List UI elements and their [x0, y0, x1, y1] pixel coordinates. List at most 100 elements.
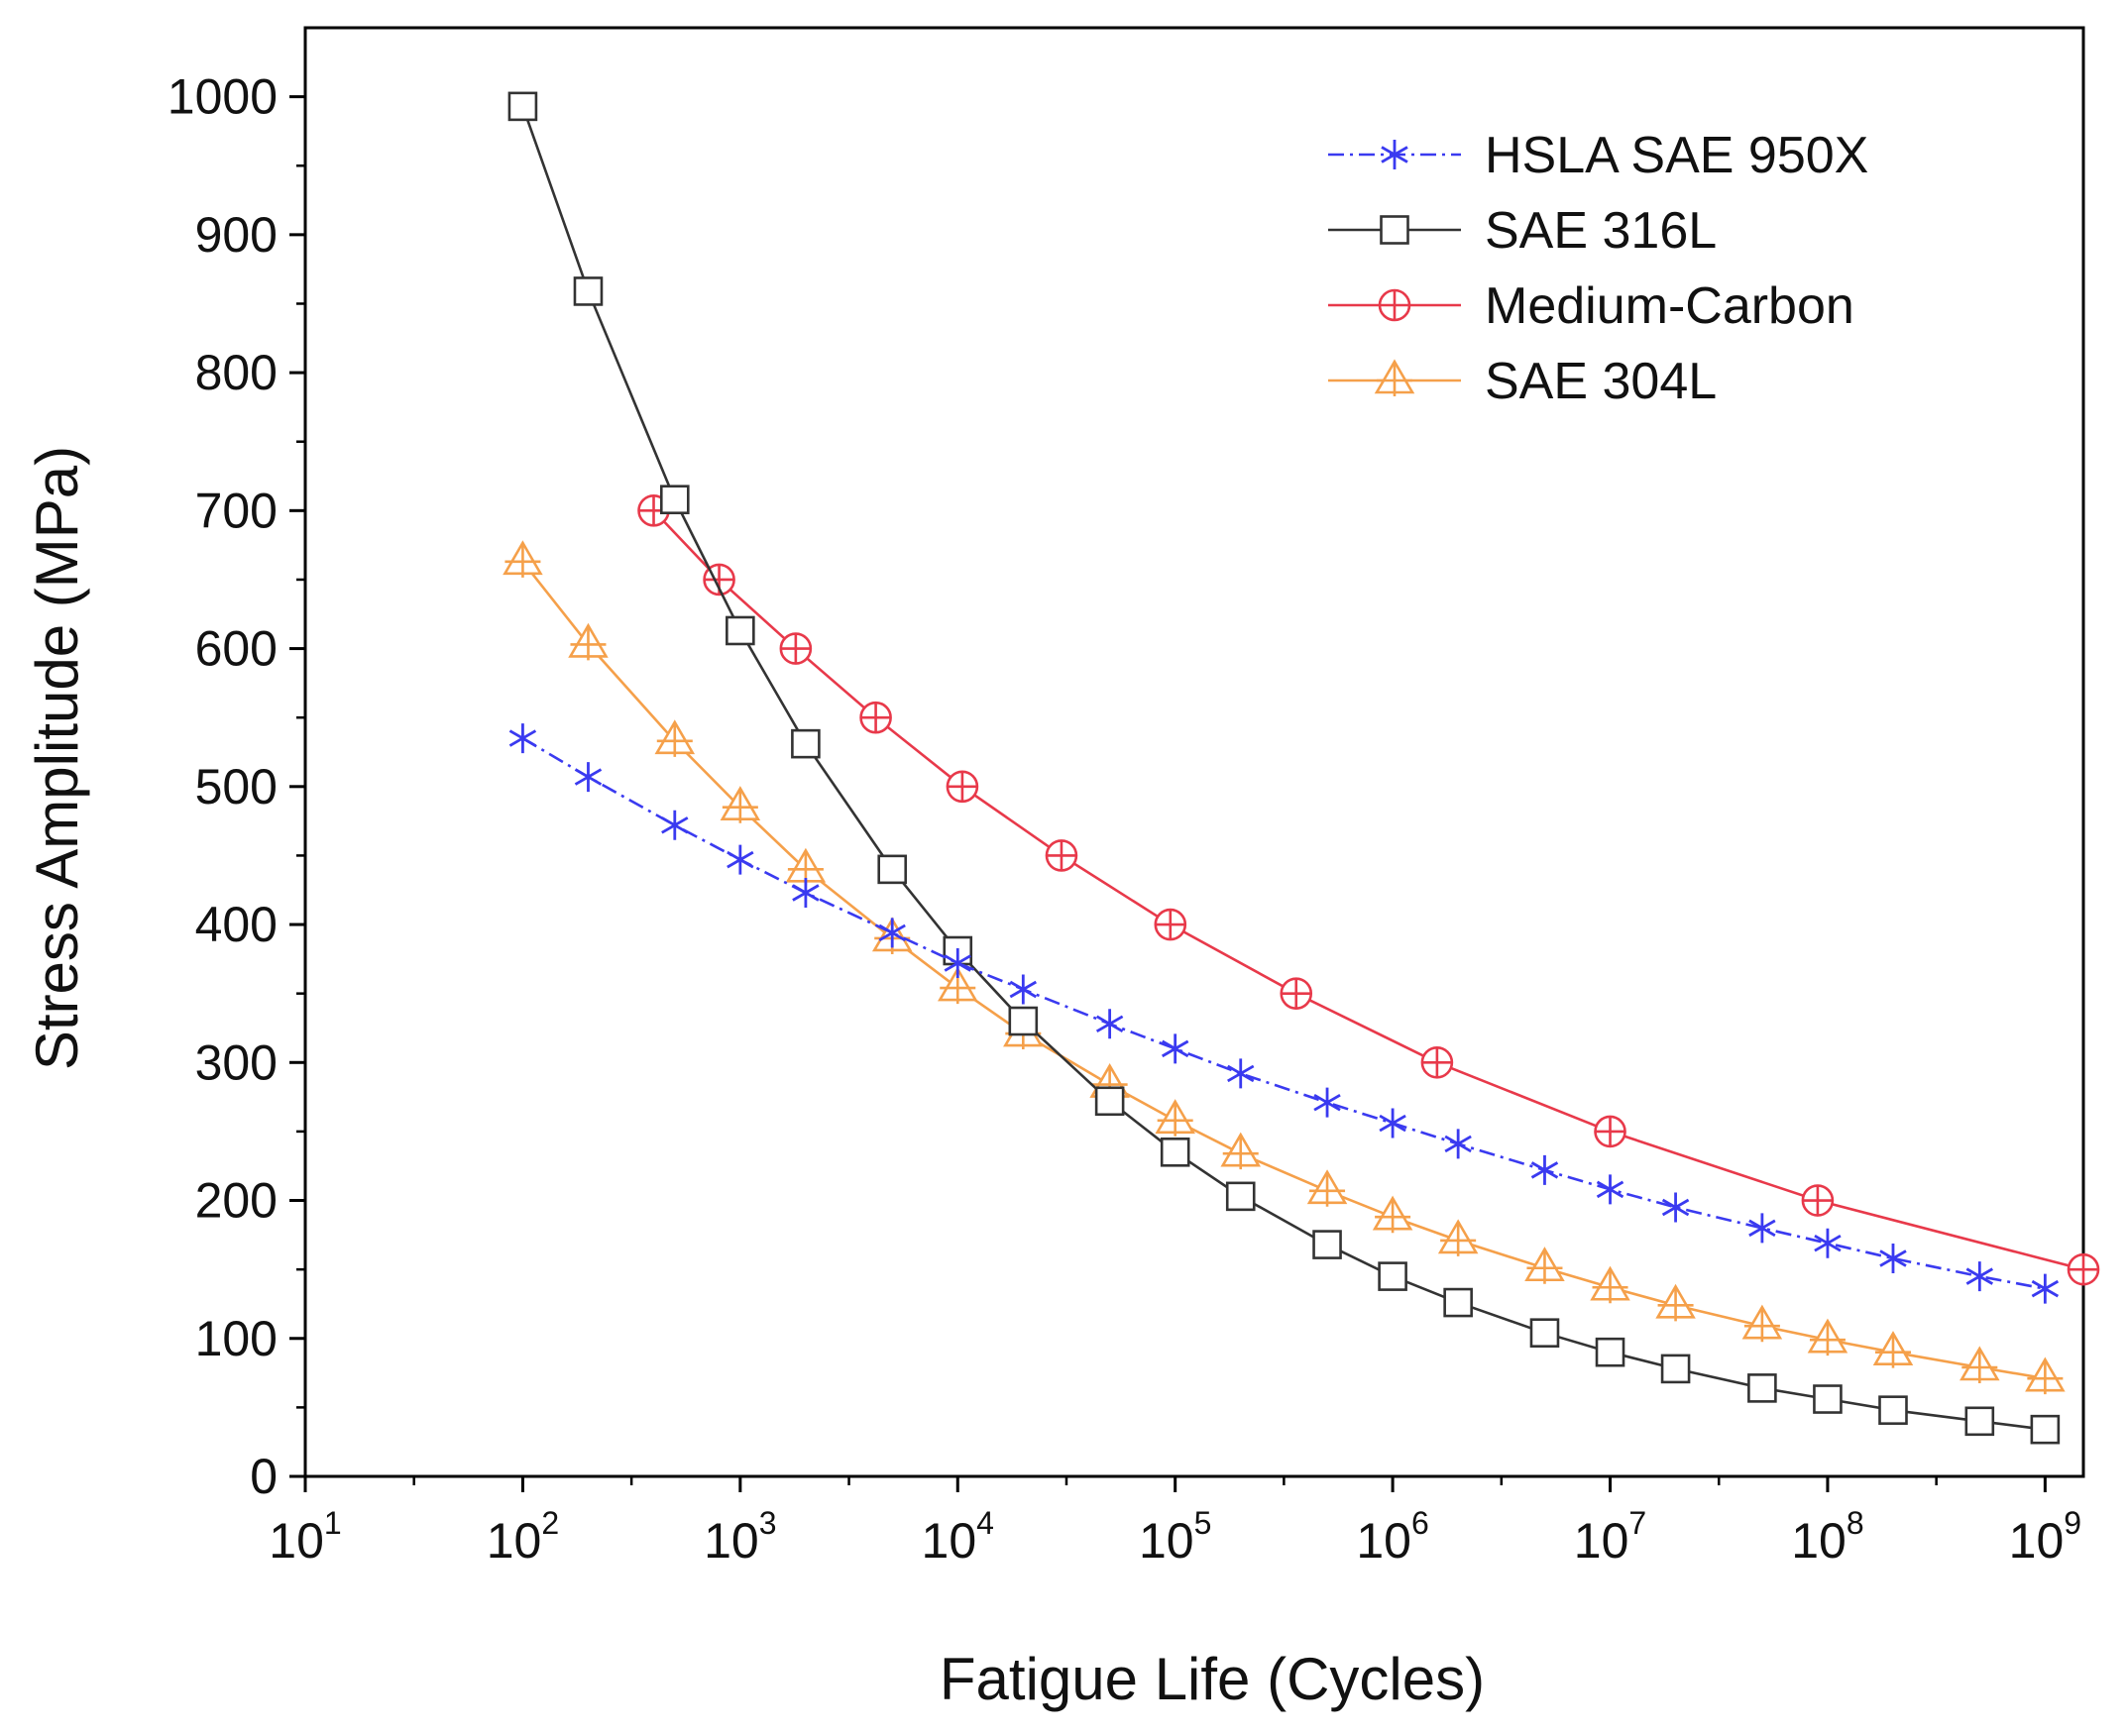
data-point — [2025, 1356, 2066, 1395]
x-tick-exponent: 9 — [2064, 1505, 2081, 1541]
data-point — [1530, 1154, 1559, 1185]
y-tick-label: 200 — [195, 1173, 278, 1229]
marker-plus — [1281, 978, 1311, 1009]
data-point — [661, 810, 689, 840]
data-point — [946, 770, 979, 804]
data-point — [1220, 1132, 1261, 1170]
x-tick-base: 10 — [1356, 1513, 1411, 1569]
data-point — [1964, 1406, 1995, 1437]
data-point — [1378, 1261, 1407, 1291]
marker-plus — [1046, 840, 1076, 871]
data-point — [878, 918, 906, 948]
marker-plus — [860, 703, 891, 733]
y-tick-label: 700 — [195, 483, 278, 538]
data-point — [1437, 1219, 1479, 1256]
marker-plus — [1961, 1349, 1998, 1383]
y-tick-label: 900 — [195, 207, 278, 263]
data-point — [792, 878, 820, 909]
data-point — [1595, 1337, 1625, 1367]
marker-plus — [1377, 362, 1412, 396]
x-tick-exponent: 6 — [1411, 1505, 1429, 1541]
marker-plus — [1595, 1116, 1625, 1146]
marker-plus — [1526, 1248, 1563, 1284]
y-tick-label: 400 — [195, 897, 278, 952]
data-point — [944, 948, 971, 979]
series-line — [521, 561, 2046, 1380]
x-tick-label: 103 — [704, 1505, 776, 1569]
data-point — [1160, 1137, 1190, 1167]
data-point — [1878, 1395, 1908, 1425]
data-point — [1965, 1261, 1994, 1292]
y-tick-label: 800 — [195, 345, 278, 400]
data-point — [659, 485, 690, 514]
legend-item: Medium-Carbon — [1328, 277, 1854, 335]
data-point — [503, 540, 543, 578]
data-point — [791, 728, 821, 759]
x-tick-label: 102 — [487, 1505, 559, 1569]
marker-plus — [1380, 290, 1409, 320]
data-point — [1801, 1184, 1835, 1217]
marker-plus — [1440, 1221, 1477, 1256]
legend: HSLA SAE 950X SAE 316L Medium-Carbon SAE 30… — [1328, 127, 1868, 410]
data-point — [779, 632, 813, 665]
data-point — [1008, 1006, 1039, 1036]
legend-label: Medium-Carbon — [1485, 277, 1854, 335]
data-point — [1095, 1009, 1124, 1039]
data-point — [507, 91, 538, 122]
marker-plus — [780, 633, 811, 664]
data-point — [1747, 1373, 1777, 1403]
data-point — [574, 762, 603, 793]
x-tick-exponent: 8 — [1847, 1505, 1864, 1541]
series-sae-316l — [507, 91, 2061, 1445]
data-point — [1590, 1265, 1630, 1304]
data-point — [1154, 908, 1187, 941]
data-point — [573, 276, 604, 306]
x-tick-base: 10 — [1139, 1513, 1194, 1569]
data-point — [1814, 1228, 1842, 1258]
marker-plus — [1309, 1171, 1346, 1207]
data-point — [1594, 1115, 1626, 1148]
legend-marker — [1374, 359, 1415, 396]
x-tick-label: 109 — [2009, 1505, 2081, 1569]
x-tick-base: 10 — [2009, 1513, 2065, 1569]
data-point — [1045, 839, 1078, 872]
x-tick-exponent: 5 — [1194, 1505, 1212, 1541]
data-point — [1227, 1058, 1255, 1089]
data-point — [1420, 1045, 1454, 1079]
series-hsla-sae-950x — [508, 723, 2060, 1304]
y-tick-label: 1000 — [168, 69, 278, 125]
data-point — [877, 854, 908, 885]
x-tick-base: 10 — [269, 1513, 324, 1569]
y-tick-label: 100 — [195, 1311, 278, 1366]
series-sae-304l — [503, 540, 2066, 1395]
data-point — [727, 844, 754, 875]
legend-marker — [1381, 140, 1408, 169]
data-point — [1959, 1346, 2000, 1383]
data-point — [1155, 1099, 1195, 1137]
data-point — [726, 615, 755, 646]
series-medium-carbon — [637, 494, 2100, 1286]
data-point — [1807, 1318, 1848, 1356]
marker-plus — [947, 771, 977, 802]
data-point — [2067, 1252, 2100, 1286]
data-point — [1596, 1174, 1624, 1205]
marker-plus — [2069, 1254, 2098, 1285]
x-tick-exponent: 3 — [759, 1505, 777, 1541]
x-tick-label: 101 — [269, 1505, 341, 1569]
data-point — [1306, 1169, 1348, 1207]
data-point — [1741, 1304, 1783, 1343]
legend-item: SAE 304L — [1328, 353, 1717, 410]
data-point — [720, 786, 761, 823]
plot-frame — [303, 26, 2085, 1478]
marker-plus — [1375, 1198, 1411, 1234]
x-tick-label: 106 — [1356, 1505, 1428, 1569]
marker-plus — [2027, 1359, 2064, 1395]
series-line — [652, 509, 2084, 1271]
data-point — [1872, 1331, 1914, 1368]
marker-plus — [722, 788, 758, 823]
data-point — [1225, 1181, 1256, 1212]
data-point — [1661, 1192, 1690, 1223]
marker-plus — [504, 542, 541, 578]
data-point — [1655, 1283, 1696, 1322]
